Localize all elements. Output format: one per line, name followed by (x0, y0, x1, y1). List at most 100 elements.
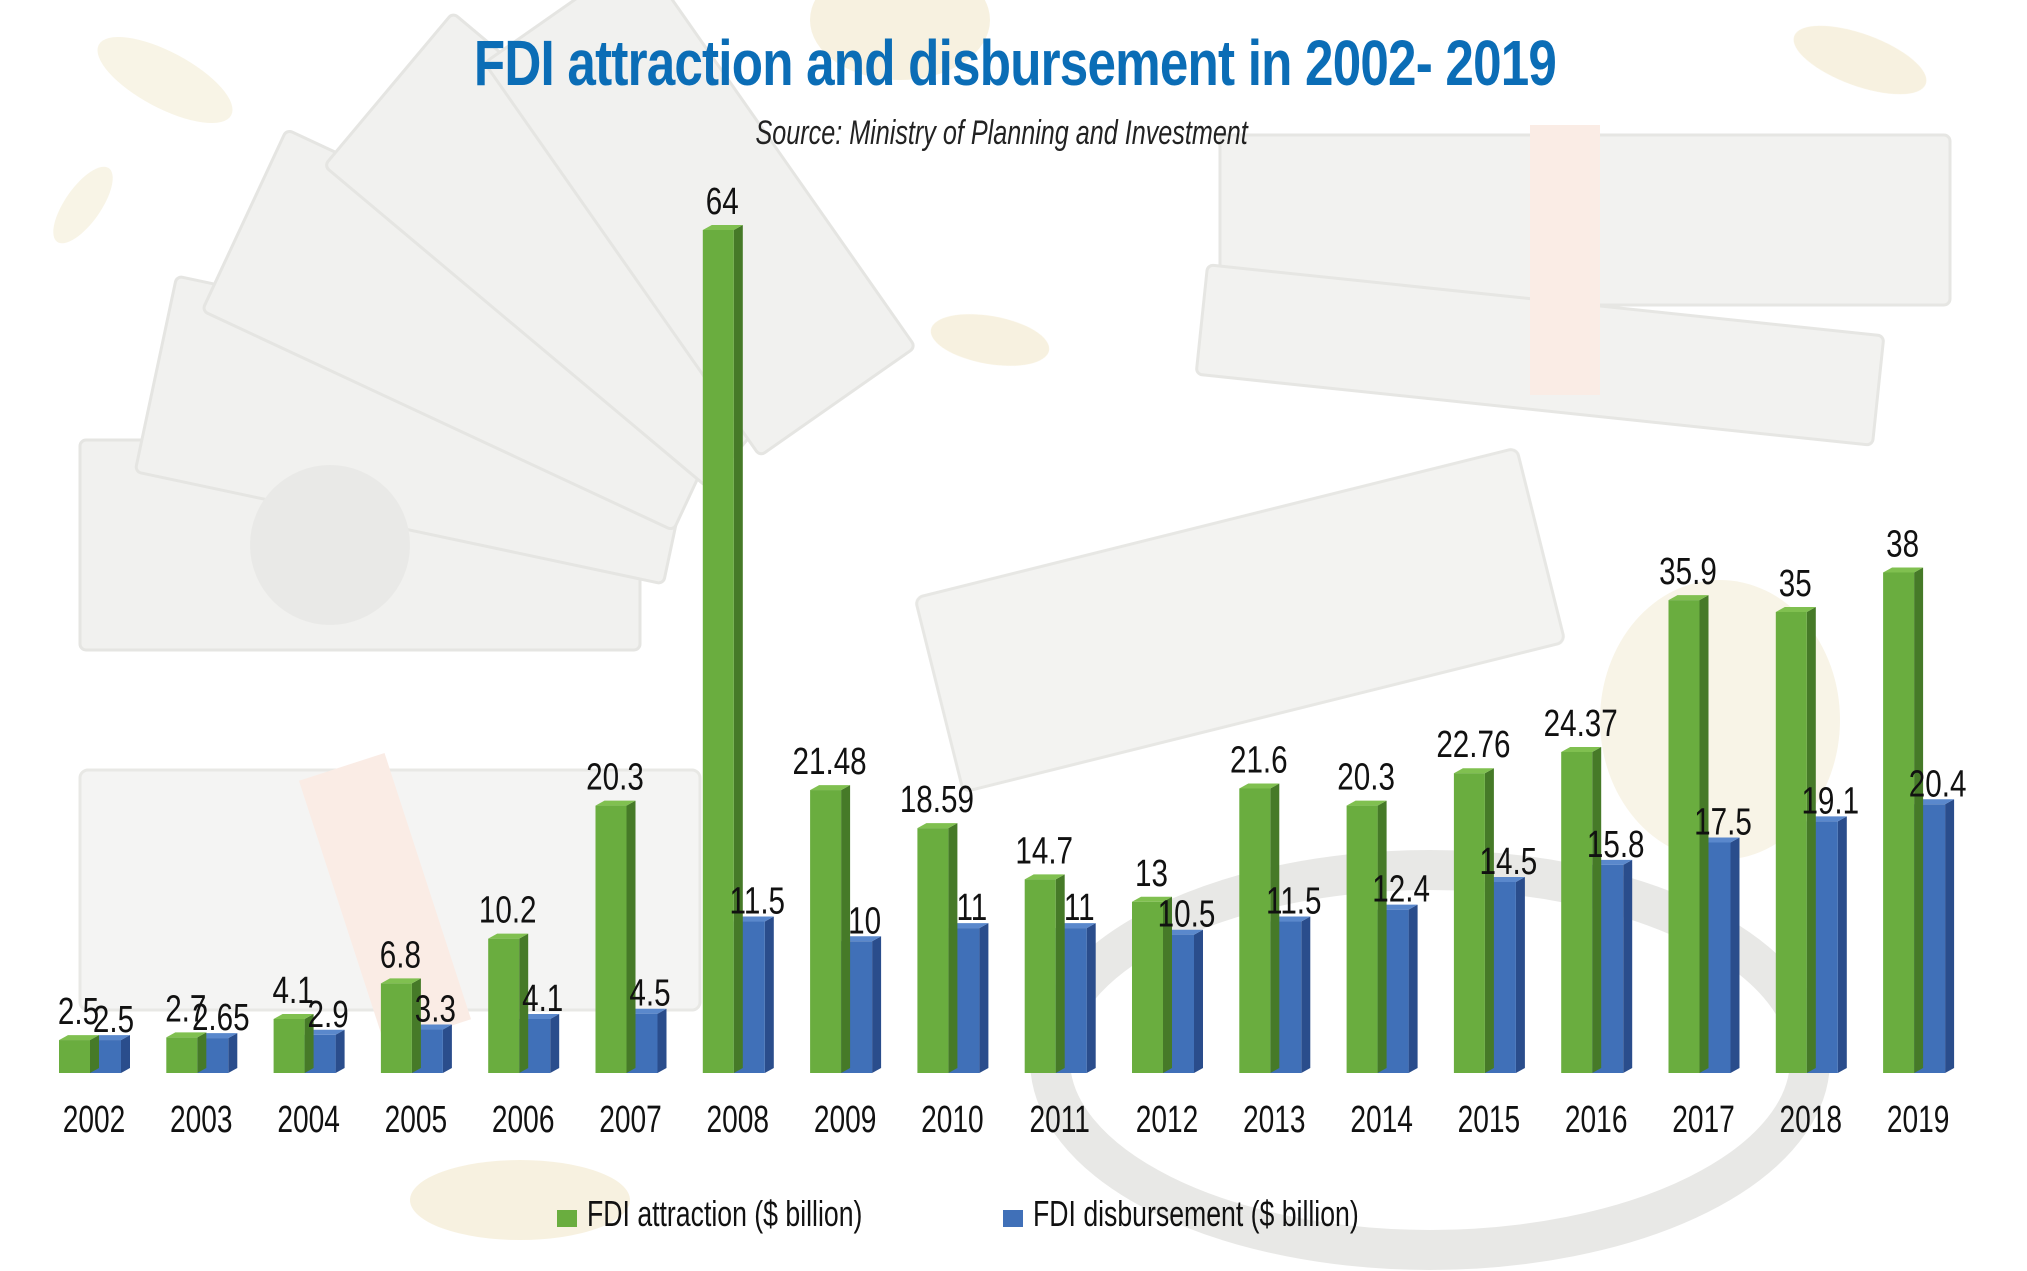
bar-disbursement-top (1270, 916, 1311, 922)
data-label-attraction: 14.7 (1015, 830, 1073, 872)
data-label-disbursement: 11.5 (730, 880, 785, 922)
coin-icon (810, 0, 990, 80)
bar-attraction (59, 1035, 99, 1073)
bar-disbursement-top (304, 1029, 345, 1035)
coin-icon (1793, 25, 1927, 95)
bar-attraction-top (1453, 768, 1494, 774)
bar-disbursement-side (1623, 859, 1633, 1073)
bar-attraction (1775, 606, 1816, 1073)
bar-attraction-top (488, 933, 529, 939)
bar-attraction-front (166, 1037, 198, 1073)
x-tick-label: 2019 (1887, 1099, 1950, 1141)
x-tick-label: 2013 (1243, 1099, 1306, 1141)
bar-attraction (702, 225, 743, 1073)
data-label-disbursement: 2.5 (93, 999, 134, 1041)
bar-attraction-top (1561, 747, 1602, 753)
bar-disbursement-top (733, 916, 774, 922)
bar-attraction-top (595, 800, 636, 806)
bar-disbursement-top (1914, 799, 1955, 805)
bar-attraction-top (273, 1013, 314, 1019)
data-label-attraction: 64 (706, 181, 739, 223)
bar-disbursement-side (1730, 837, 1740, 1073)
bar-disbursement-side (1086, 923, 1096, 1073)
x-tick-label: 2008 (707, 1099, 770, 1141)
bar-attraction-front (59, 1040, 90, 1073)
bar-disbursement-side (442, 1024, 452, 1073)
money-band (1530, 125, 1600, 395)
bar-disbursement-side (657, 1008, 667, 1073)
data-label-attraction: 2.7 (165, 988, 206, 1030)
bar-disbursement-top (411, 1024, 452, 1030)
data-label-attraction: 22.76 (1436, 724, 1510, 766)
bar-attraction-side (1699, 595, 1709, 1073)
bar-attraction-side (841, 785, 851, 1073)
bar-disbursement-side (550, 1013, 560, 1073)
bar-attraction-side (1377, 800, 1387, 1073)
money-band (298, 752, 472, 1048)
legend-swatch-attraction (557, 1209, 577, 1227)
data-label-disbursement: 2.65 (192, 997, 250, 1039)
data-label-disbursement: 11 (1064, 887, 1095, 929)
bar-disbursement-side (1837, 816, 1847, 1073)
bar-attraction-side (197, 1032, 207, 1073)
bar-disbursement-side (335, 1029, 345, 1073)
bar-attraction-side (626, 800, 636, 1073)
x-axis-tick-labels: 2002 2003 2004 2005 2006 2007 2008 2009 2010 2011… (63, 1099, 1950, 1141)
bar-attraction-top (917, 823, 958, 829)
data-label-disbursement: 10 (848, 900, 881, 942)
bar-attraction-front (810, 790, 842, 1073)
bar-attraction-front (917, 828, 949, 1073)
bar-disbursement-side (764, 916, 774, 1073)
bar-attraction-top (810, 785, 851, 791)
bar-disbursement-side (872, 936, 882, 1073)
bar-attraction-top (1883, 567, 1924, 573)
bar-attraction-side (1163, 896, 1172, 1073)
legend: FDI attraction ($ billion) FDI disbursem… (0, 1192, 2027, 1236)
x-tick-label: 2018 (1780, 1099, 1843, 1141)
bar-disbursement-side (1301, 916, 1311, 1073)
data-label-attraction: 4.1 (273, 970, 314, 1012)
bar-attraction-top (1132, 896, 1172, 902)
bar-attraction-side (1806, 606, 1816, 1073)
bar-attraction-side (1270, 783, 1280, 1073)
data-label-disbursement: 12.4 (1372, 868, 1430, 910)
x-tick-label: 2003 (170, 1099, 233, 1141)
data-label-disbursement: 11 (957, 887, 988, 929)
bar-attraction-top (1239, 783, 1280, 789)
banknote-icon (485, 0, 915, 456)
x-tick-label: 2016 (1565, 1099, 1628, 1141)
bar-attraction (488, 933, 529, 1073)
bar-attraction-front (1883, 572, 1915, 1073)
bar-attraction-front (1668, 600, 1700, 1073)
bar-attraction-front (1132, 901, 1163, 1073)
x-tick-label: 2004 (277, 1099, 340, 1141)
bar-attraction-top (1775, 606, 1816, 612)
data-label-disbursement: 2.9 (308, 993, 349, 1035)
data-label-disbursement: 20.4 (1909, 763, 1967, 805)
coin-icon (97, 36, 233, 124)
bar-disbursement-top (1163, 929, 1203, 935)
bar-disbursement-top (1592, 859, 1633, 865)
banknote-stack-icon (915, 448, 1565, 792)
bar-attraction (1453, 768, 1494, 1073)
data-label-disbursement: 3.3 (415, 988, 456, 1030)
data-label-attraction: 35.9 (1659, 551, 1717, 593)
x-tick-label: 2007 (599, 1099, 662, 1141)
bar-attraction-front (1024, 879, 1056, 1073)
bar-attraction-front (488, 938, 520, 1073)
legend-swatch-disbursement (1003, 1209, 1023, 1227)
bar-attraction-top (1024, 874, 1065, 880)
bar-disbursement-top (90, 1035, 130, 1041)
bar-attraction-front (1561, 752, 1593, 1073)
coin-icon (53, 166, 113, 244)
bar-disbursement-side (979, 923, 989, 1073)
x-tick-label: 2002 (63, 1099, 126, 1141)
legend-item-disbursement: FDI disbursement ($ billion) (1003, 1192, 1473, 1236)
data-label-disbursement: 10.5 (1158, 893, 1216, 935)
bar-attraction-front (1239, 788, 1271, 1073)
x-tick-label: 2014 (1350, 1099, 1413, 1141)
x-tick-label: 2009 (814, 1099, 877, 1141)
bar-attraction-front (595, 805, 627, 1073)
x-tick-label: 2015 (1458, 1099, 1521, 1141)
